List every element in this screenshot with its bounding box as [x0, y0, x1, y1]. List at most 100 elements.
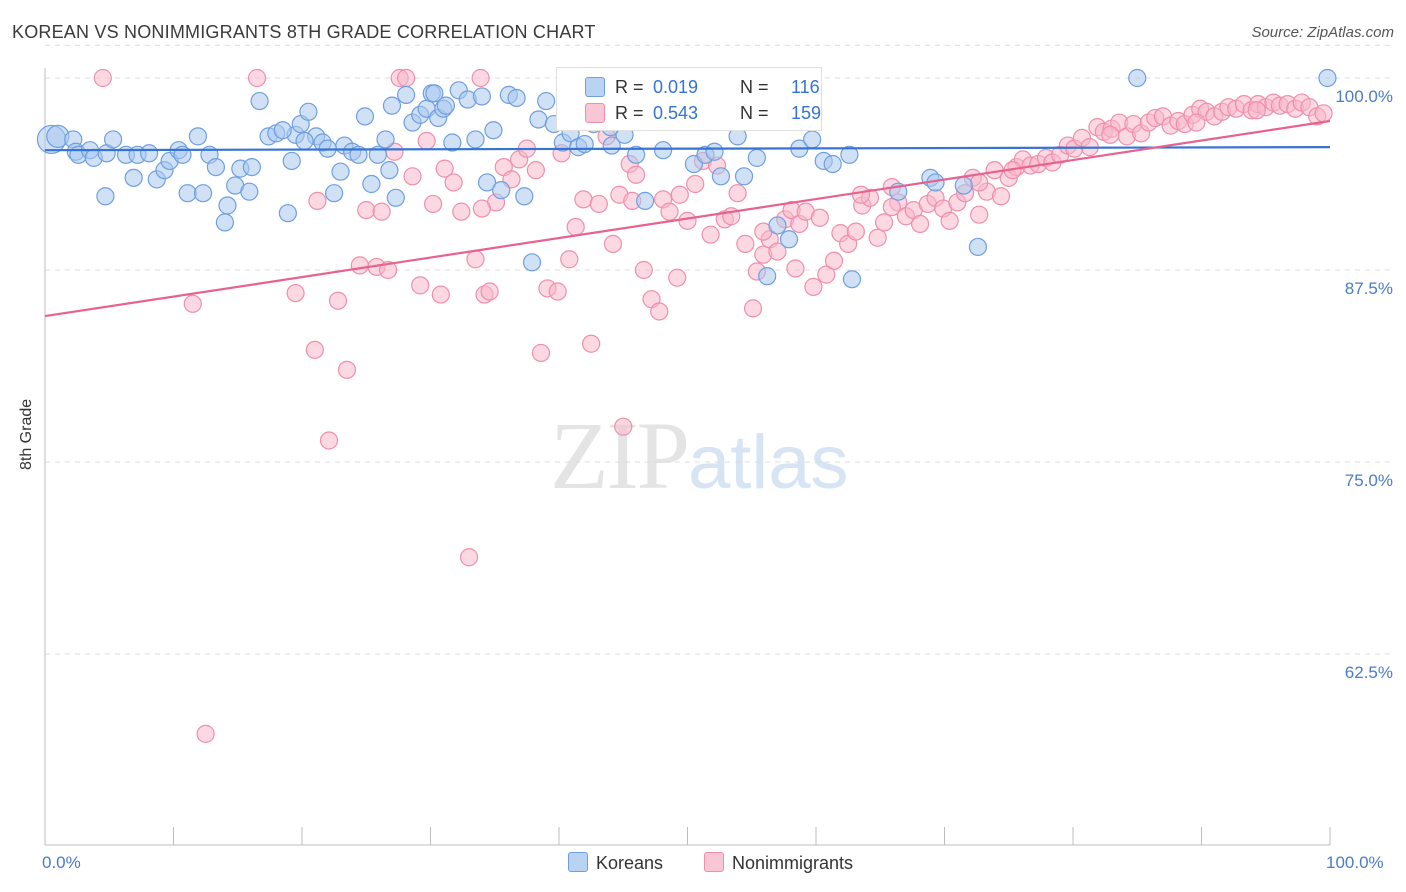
- nonimmigrant-point: [743, 299, 763, 318]
- nonimmigrant-point: [574, 190, 593, 209]
- nonimmigrant-point: [786, 259, 805, 278]
- nonimmigrant-point: [417, 131, 436, 151]
- korean-point: [242, 157, 261, 177]
- x-tick-label-min: 0.0%: [42, 853, 81, 872]
- nonimmigrant-point: [1187, 113, 1206, 132]
- koreans-n-label: N =: [740, 77, 769, 97]
- nonimmigrant-point: [846, 222, 865, 241]
- korean-point: [484, 121, 503, 140]
- nonimmigrant-point: [768, 242, 787, 261]
- nonimmigrant-point: [459, 548, 479, 567]
- korean-point: [188, 127, 208, 146]
- nonimmigrant-point: [308, 191, 327, 210]
- source-credit: Source: ZipAtlas.com: [1251, 24, 1394, 41]
- nonimmigrant-point: [480, 282, 499, 301]
- nonimmigrant-point: [396, 68, 416, 88]
- nonimmigrant-point: [1101, 125, 1120, 144]
- nonimmigrant-point: [466, 250, 485, 269]
- nonimmigrant-point: [668, 268, 687, 287]
- korean-point: [104, 130, 123, 149]
- nonimmigrant-point: [247, 68, 267, 88]
- korean-point: [1318, 68, 1337, 88]
- korean-point: [240, 182, 259, 201]
- nonimmigrants-n-label: N =: [740, 103, 769, 123]
- korean-point: [515, 187, 534, 206]
- nonimmigrant-point: [183, 294, 202, 313]
- korean-point: [96, 187, 115, 206]
- nonimmigrant-point: [286, 283, 305, 303]
- legend-item-koreans[interactable]: Koreans: [568, 852, 663, 876]
- nonimmigrants-legend-swatch: [704, 852, 724, 872]
- korean-point: [803, 130, 822, 149]
- y-tick-label: 75.0%: [1344, 471, 1393, 490]
- korean-point: [466, 130, 485, 149]
- nonimmigrant-point: [452, 202, 471, 221]
- korean-point: [139, 144, 159, 163]
- nonimmigrant-point: [582, 334, 601, 353]
- korean-point: [711, 167, 731, 186]
- chart-title: KOREAN VS NONIMMIGRANTS 8TH GRADE CORREL…: [12, 22, 596, 42]
- korean-point: [734, 167, 754, 186]
- nonimmigrant-point: [357, 200, 376, 220]
- legend-item-nonimmigrants[interactable]: Nonimmigrants: [704, 852, 853, 876]
- nonimmigrants-n-value: 159: [791, 103, 822, 123]
- nonimmigrant-point: [910, 214, 930, 234]
- korean-point: [840, 145, 859, 164]
- nonimmigrant-point: [728, 184, 747, 203]
- korean-point: [396, 85, 416, 104]
- y-tick-label: 100.0%: [1335, 87, 1393, 106]
- nonimmigrant-point: [548, 282, 567, 301]
- korean-point: [273, 121, 292, 140]
- korean-point: [218, 196, 237, 215]
- korean-point: [368, 145, 387, 164]
- nonimmigrant-point: [991, 187, 1011, 206]
- nonimmigrant-point: [940, 211, 959, 230]
- nonimmigrant-point: [472, 199, 491, 218]
- korean-point: [507, 88, 526, 108]
- nonimmigrant-point: [589, 194, 608, 214]
- korean-point: [250, 91, 269, 111]
- korean-point: [124, 168, 143, 187]
- nonimmigrant-point: [810, 208, 829, 227]
- korean-point: [178, 184, 197, 203]
- nonimmigrants-r-value: 0.543: [653, 103, 699, 123]
- nonimmigrant-point: [970, 173, 989, 192]
- korean-point: [823, 154, 842, 174]
- nonimmigrant-point: [531, 343, 551, 363]
- nonimmigrant-point: [660, 202, 679, 221]
- nonimmigrant-point: [560, 250, 579, 269]
- korean-point: [331, 162, 350, 181]
- korean-trend-line: [44, 146, 1331, 152]
- nonimmigrant-point: [851, 185, 871, 204]
- nonimmigrant-point: [626, 165, 646, 184]
- korean-point: [443, 133, 462, 152]
- axes: [44, 68, 1331, 846]
- korean-point: [705, 142, 724, 161]
- y-tick-label: 62.5%: [1344, 663, 1393, 682]
- korean-point: [522, 253, 542, 272]
- nonimmigrant-point: [305, 340, 324, 359]
- koreans-legend-swatch: [568, 852, 588, 872]
- korean-point: [355, 107, 375, 126]
- trend-lines: [44, 119, 1331, 318]
- koreans-r-label: R =: [615, 77, 644, 97]
- korean-point: [362, 174, 381, 194]
- nonimmigrant-point: [435, 159, 454, 178]
- korean-point: [954, 176, 973, 195]
- gridlines: [45, 44, 1395, 655]
- korean-point: [282, 151, 301, 171]
- korean-point: [382, 96, 402, 115]
- korean-point: [472, 87, 491, 106]
- korean-point: [278, 204, 297, 223]
- korean-point: [1128, 68, 1147, 88]
- nonimmigrant-point: [372, 202, 391, 221]
- nonimmigrants-swatch: [585, 103, 605, 123]
- nonimmigrant-point: [603, 234, 623, 253]
- nonimmigrant-point: [817, 265, 836, 284]
- korean-point: [529, 110, 548, 129]
- korean-point: [299, 102, 318, 121]
- nonimmigrant-point: [736, 234, 755, 253]
- korean-point: [436, 96, 456, 115]
- nonimmigrants-r-label: R =: [615, 103, 644, 123]
